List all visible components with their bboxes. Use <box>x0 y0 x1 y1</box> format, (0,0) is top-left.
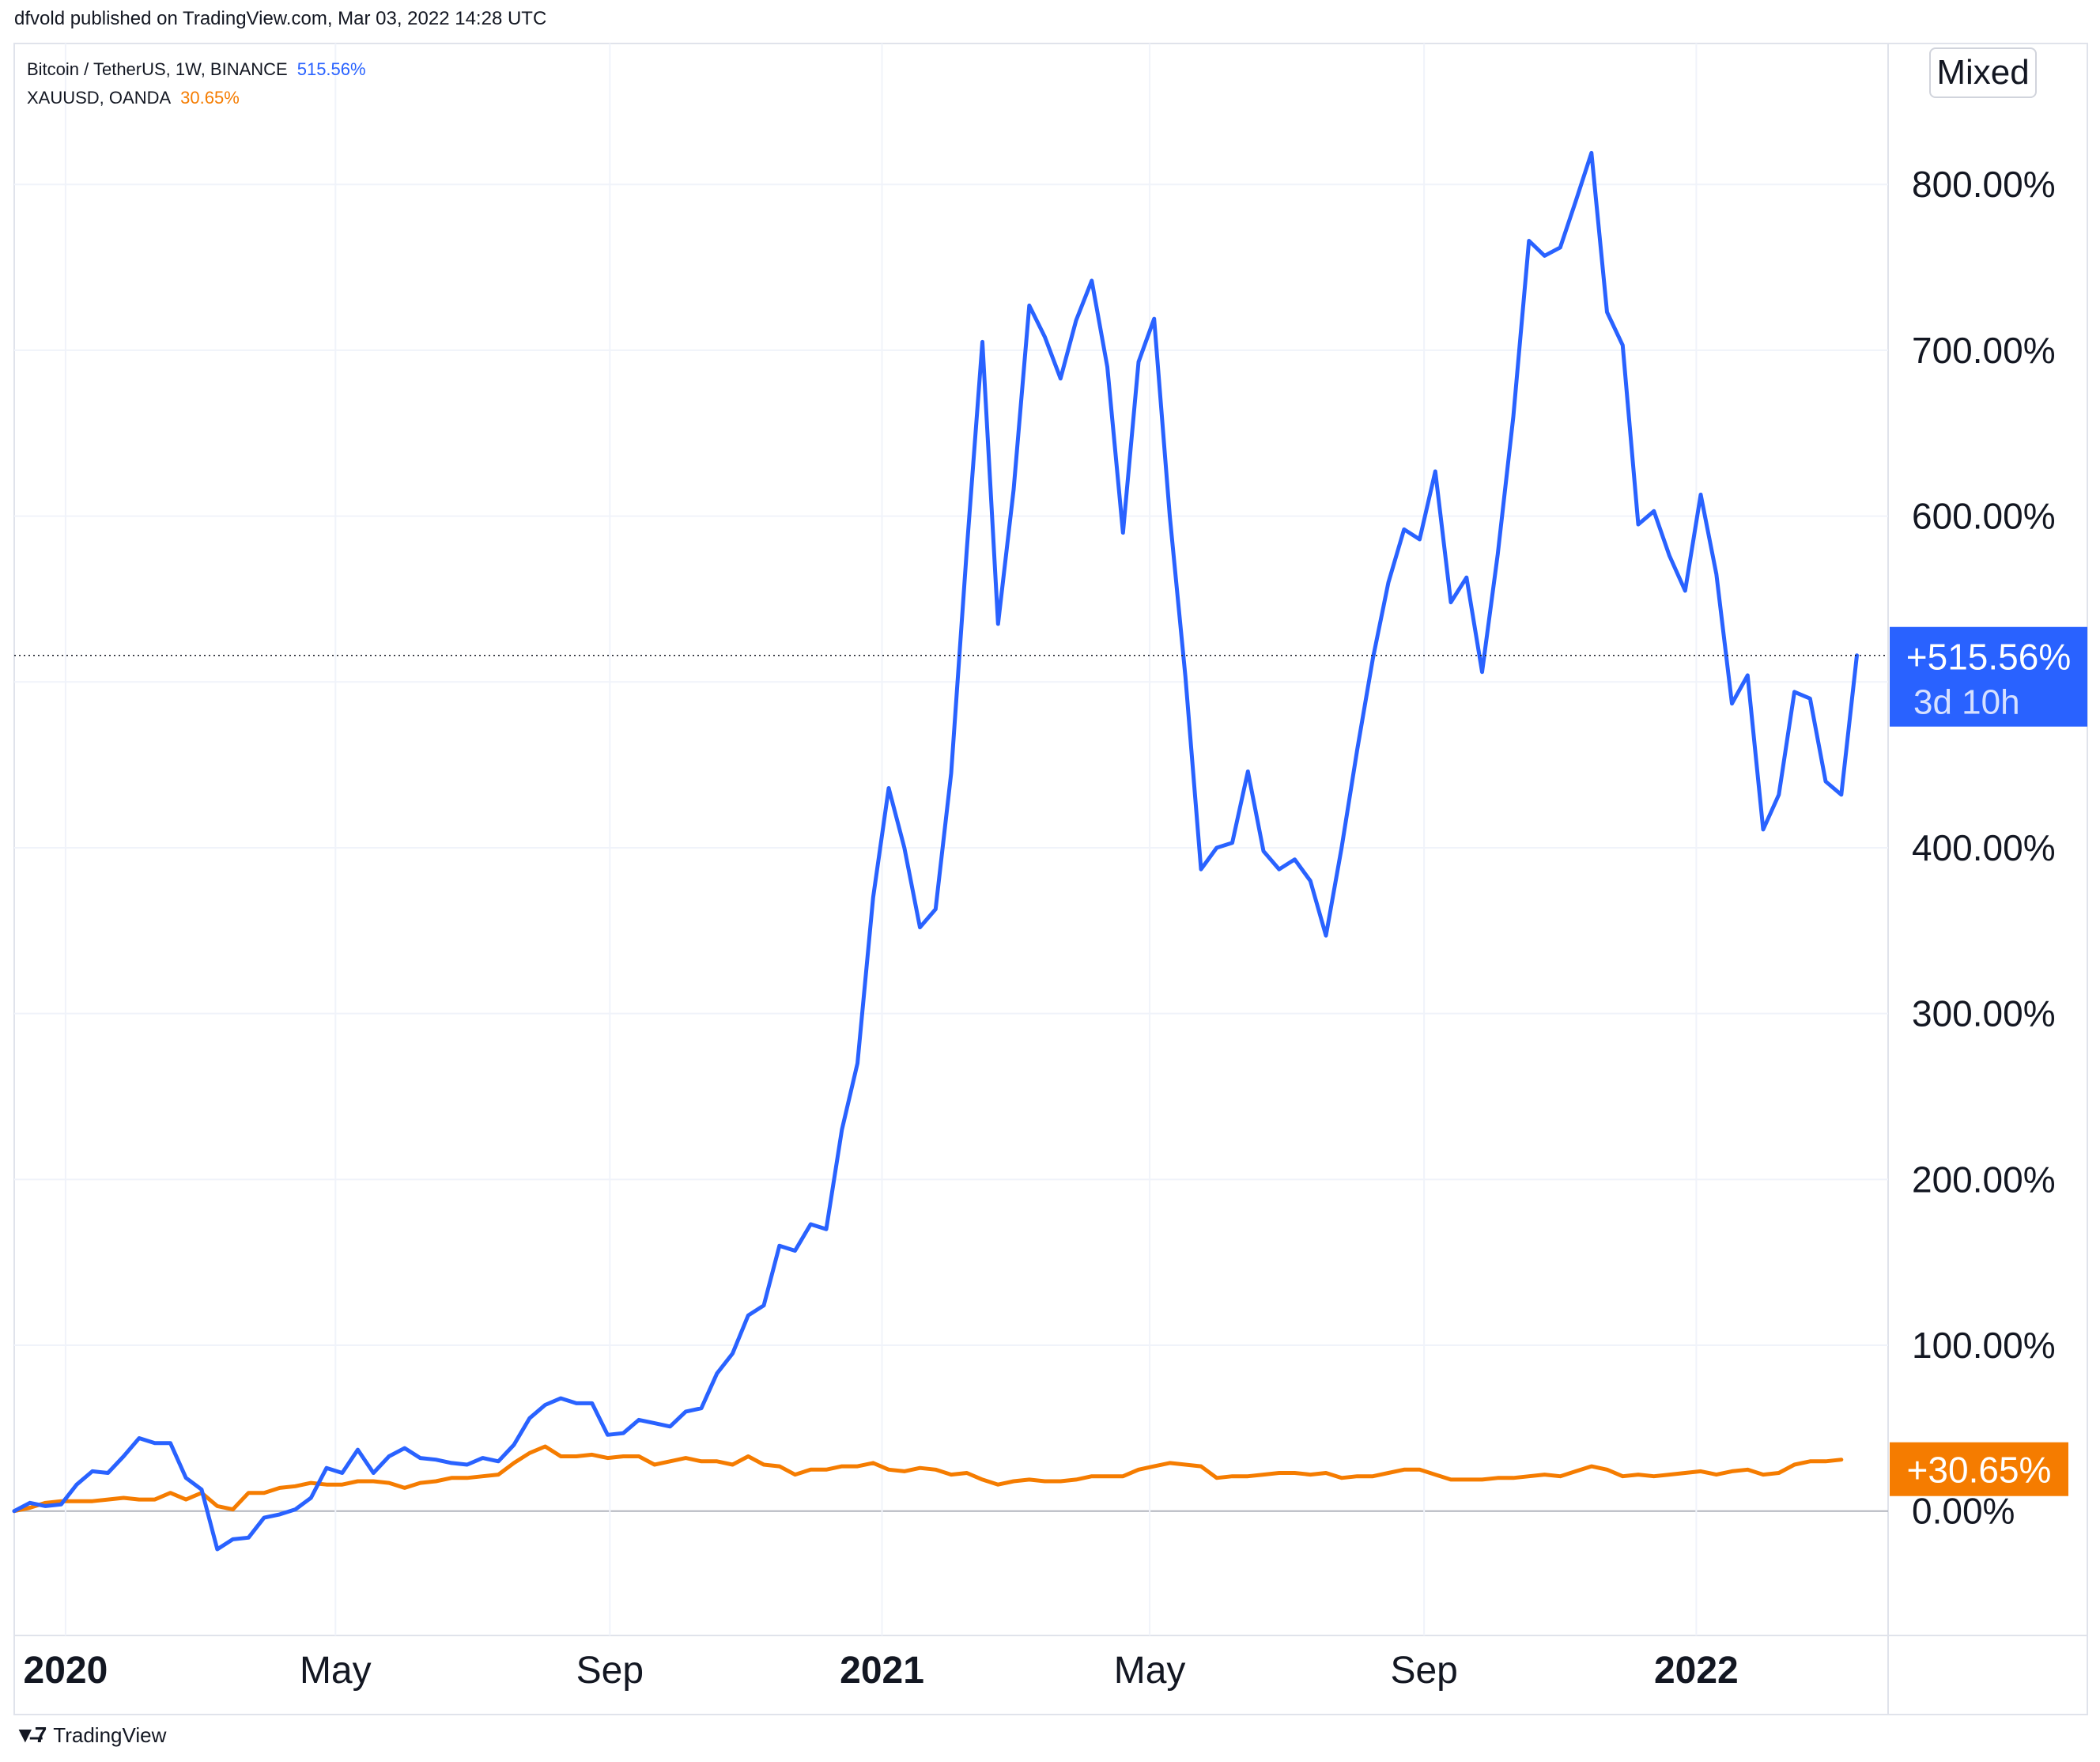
chart-last-value-labels: +515.56% 3d 10h +30.65% <box>1890 626 2087 1496</box>
legend-row-btc[interactable]: Bitcoin / TetherUS, 1W, BINANCE 515.56% <box>27 55 376 84</box>
legend-gold-name: XAUUSD, OANDA <box>27 88 172 108</box>
chart-grid <box>13 43 2088 1715</box>
y-tick-label: 200.00% <box>1912 1159 2056 1200</box>
chart-axes: 0.00% 100.00% 200.00% 300.00% 400.00% 600.00%… <box>24 164 2056 1692</box>
gold-last-value-label: +30.65% <box>1907 1450 2052 1491</box>
scale-mode-button[interactable]: Mixed <box>1929 47 2037 98</box>
y-tick-label: 600.00% <box>1912 496 2056 537</box>
chart-legend: Bitcoin / TetherUS, 1W, BINANCE 515.56% X… <box>27 55 376 112</box>
gold-series-line <box>12 1444 1844 1514</box>
chart-series-lines <box>12 150 1888 1552</box>
tradingview-logo-icon: ▼̶7 <box>14 1722 47 1747</box>
y-tick-label: 100.00% <box>1912 1325 2056 1366</box>
y-tick-label: 800.00% <box>1912 164 2056 205</box>
x-tick-label: May <box>300 1650 372 1692</box>
y-tick-label: 700.00% <box>1912 330 2056 371</box>
chart-frame <box>13 43 2088 1715</box>
x-tick-label: 2020 <box>24 1650 108 1692</box>
x-tick-label: Sep <box>1390 1650 1457 1692</box>
footer-brand-label: TradingView <box>53 1722 167 1747</box>
x-tick-label: May <box>1114 1650 1186 1692</box>
y-tick-label: 0.00% <box>1912 1491 2015 1532</box>
legend-btc-name: Bitcoin / TetherUS, 1W, BINANCE <box>27 59 288 79</box>
y-tick-label: 400.00% <box>1912 827 2056 868</box>
x-tick-label: 2021 <box>840 1650 924 1692</box>
footer-brand[interactable]: ▼̶7 TradingView <box>14 1722 166 1748</box>
btc-last-value-label: +515.56% <box>1906 637 2071 678</box>
btc-series-line <box>12 150 1859 1552</box>
btc-countdown-label: 3d 10h <box>1913 683 2020 722</box>
legend-btc-value: 515.56% <box>296 59 366 79</box>
x-tick-label: 2022 <box>1654 1650 1739 1692</box>
btc-last-value-badge <box>1890 626 2087 727</box>
legend-gold-value: 30.65% <box>180 88 240 108</box>
gold-last-value-badge <box>1890 1442 2068 1496</box>
x-tick-label: Sep <box>576 1650 644 1692</box>
y-tick-label: 300.00% <box>1912 993 2056 1034</box>
legend-row-gold[interactable]: XAUUSD, OANDA 30.65% <box>27 84 376 112</box>
publish-header: dfvold published on TradingView.com, Mar… <box>14 8 547 29</box>
